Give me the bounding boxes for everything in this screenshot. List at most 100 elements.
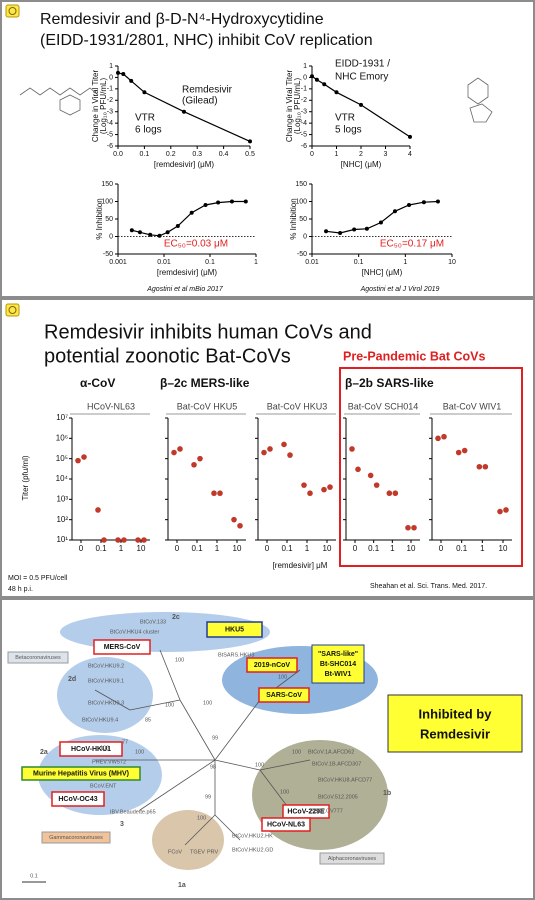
data-point (81, 454, 87, 460)
y-tick-label: 100 (101, 198, 113, 205)
citation: Agostini et al J Virol 2019 (360, 286, 440, 293)
data-point (129, 228, 134, 233)
x-tick-label: 3 (384, 151, 388, 158)
leaf-label: BtCoV.133 (140, 619, 166, 625)
data-point (248, 139, 252, 144)
x-tick-label: 1 (119, 544, 124, 553)
leaf-label: IBV.Beaudette.p65 (110, 809, 156, 815)
y-tick-label: 10⁴ (56, 474, 69, 483)
annotation: EC₅₀=0.03 μM (164, 239, 228, 250)
data-point (101, 537, 107, 543)
data-point (349, 446, 355, 452)
data-point (121, 537, 127, 543)
highlight-box (339, 367, 523, 567)
data-point (141, 537, 147, 543)
virus-box (206, 621, 263, 638)
panel-title: HCoV-NL63 (87, 401, 135, 411)
data-point (497, 508, 503, 515)
data-point (435, 435, 441, 442)
x-tick-label: 0.01 (157, 259, 171, 266)
data-point (322, 82, 327, 87)
sars-like-text: Bt-WIV1 (325, 671, 352, 678)
y-tick-label: 50 (299, 216, 307, 223)
x-tick-label: 0.1 (368, 544, 380, 553)
leaf-label: PHEV.VW572 (92, 759, 126, 765)
sars-like-box (311, 644, 365, 684)
leaf-label: BtSARS.HKU3 (218, 652, 254, 658)
x-tick-label: 0.1 (95, 544, 107, 553)
data-point (476, 463, 483, 470)
slide-title: potential zoonotic Bat-CoVs (44, 345, 291, 367)
clade-label: 2d (68, 676, 76, 683)
citation: Agostini et al mBio 2017 (146, 286, 224, 293)
data-point (216, 200, 221, 205)
virus-label: Murine Hepatitis Virus (MHV) (33, 770, 129, 777)
leaf-label: BtCoV.HKU2.GD (232, 847, 273, 853)
y-axis-label: (Log₁₀ PFU/mL) (99, 78, 108, 135)
x-tick-label: 1 (390, 544, 395, 553)
x-tick-label: 0.001 (109, 259, 127, 266)
x-tick-label: 0.01 (305, 259, 319, 266)
data-point (321, 486, 327, 493)
clade-label: 2a (40, 749, 48, 756)
y-tick-label: 10⁵ (56, 454, 68, 463)
data-point (211, 490, 217, 497)
annotation: VTR (135, 113, 155, 124)
data-point (217, 490, 223, 497)
x-tick-label: 1 (335, 151, 339, 158)
virus-box (261, 817, 311, 832)
virus-box (51, 791, 105, 807)
clade-label: 1b (383, 790, 391, 797)
annotation: EC₅₀=0.17 μM (380, 239, 444, 250)
annotation: Remdesivir (182, 85, 233, 96)
data-point (373, 482, 380, 488)
leaf-label: BCoV.ENT (90, 783, 117, 789)
annotation: (Gilead) (182, 96, 218, 107)
data-point (287, 452, 293, 458)
data-point (461, 447, 468, 454)
bootstrap-value: 100 (255, 762, 264, 768)
genus-label: Alphacoronaviruses (328, 856, 377, 862)
x-axis-label: [NHC] (μM) (362, 268, 403, 277)
y-tick-label: -5 (107, 131, 113, 138)
annotation: 6 logs (135, 125, 162, 136)
y-tick-label: 10⁷ (56, 413, 68, 422)
bootstrap-value: 100 (280, 789, 289, 795)
slide-icon (5, 303, 20, 317)
data-point (392, 209, 397, 214)
x-axis-label: [remdesivir] μM (273, 561, 328, 570)
data-point (441, 433, 447, 440)
data-point (121, 72, 126, 76)
y-axis-label: Change in Viral Titer (91, 70, 100, 143)
leaf-label: BtCoV.1B.AFCD307 (312, 761, 361, 767)
group-label: β–2c MERS-like (160, 376, 250, 390)
x-tick-label: 0.1 (354, 259, 364, 266)
bootstrap-value: 100 (175, 657, 184, 663)
leaf-label: BtCoV.HKU4 cluster (110, 629, 159, 635)
leaf-label: PRV (207, 849, 219, 855)
genus-label: Betacoronaviruses (15, 655, 61, 661)
bootstrap-value: 100 (292, 749, 301, 755)
virus-label: 2019-nCoV (254, 662, 291, 669)
genus-label: Gammacoronaviruses (49, 835, 103, 841)
x-tick-label: 0.1 (281, 544, 293, 553)
slide-title: (EIDD-1931/2801, NHC) inhibit CoV replic… (40, 32, 373, 49)
data-point (482, 463, 489, 470)
virus-box (21, 766, 141, 781)
data-point (95, 507, 101, 513)
y-tick-label: -2 (301, 97, 307, 104)
virus-label: MERS-CoV (104, 644, 141, 651)
slide-icon (5, 4, 20, 18)
y-tick-label: -3 (301, 109, 307, 116)
y-tick-label: 10⁶ (56, 433, 68, 442)
data-point (171, 449, 177, 456)
data-point (324, 229, 329, 234)
bootstrap-value: 100 (203, 700, 212, 706)
highlight-label: Pre-Pandemic Bat CoVs (343, 349, 485, 363)
data-point (267, 446, 273, 452)
data-point (281, 441, 287, 448)
y-tick-label: 150 (295, 181, 307, 188)
scale-label: 0.1 (30, 873, 38, 879)
